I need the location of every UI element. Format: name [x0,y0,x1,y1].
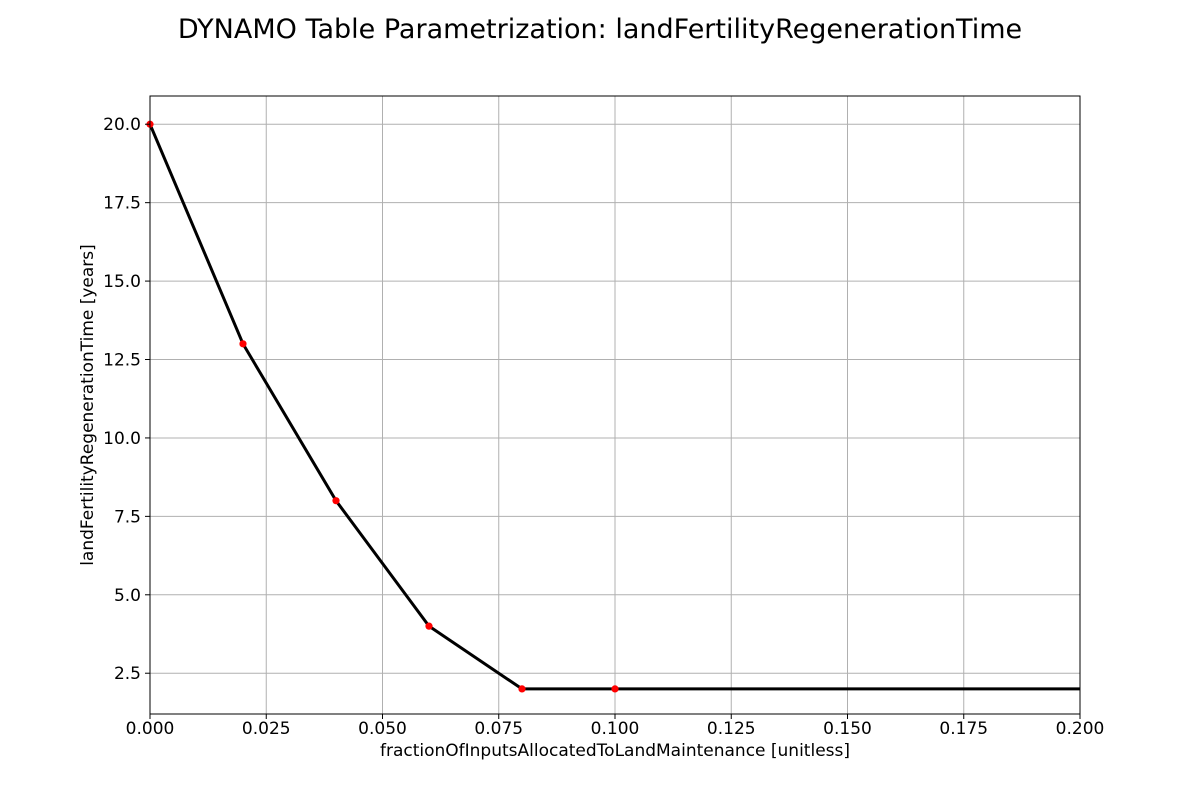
y-tick-label: 15.0 [103,272,141,292]
data-point [518,685,526,693]
x-tick-label: 0.125 [707,719,756,739]
data-point [611,685,619,693]
plot-area [146,120,1080,693]
grid [149,96,1081,714]
y-tick-label: 5.0 [114,586,141,606]
x-tick-label: 0.025 [242,719,291,739]
y-tick-label: 7.5 [114,507,141,527]
x-tick-label: 0.200 [1056,719,1105,739]
data-point [425,622,433,630]
x-axis-label: fractionOfInputsAllocatedToLandMaintenan… [380,741,850,761]
x-tick-label: 0.100 [591,719,640,739]
y-tick-label: 10.0 [103,429,141,449]
y-tick-label: 20.0 [103,115,141,135]
x-tick-label: 0.050 [358,719,407,739]
y-tick-label: 17.5 [103,194,141,214]
x-tick-label: 0.175 [939,719,988,739]
chart-title: DYNAMO Table Parametrization: landFertil… [178,14,1022,45]
y-tick-label: 12.5 [103,351,141,371]
data-point [332,497,340,505]
x-tick-label: 0.075 [474,719,523,739]
x-axis: 0.000 0.025 0.050 0.075 0.100 0.125 0.150 0.175… [126,714,1105,739]
y-axis: 2.5 5.0 7.5 10.0 12.5 15.0 17.5 20.0 [103,115,150,684]
x-tick-label: 0.000 [126,719,175,739]
y-axis-label: landFertilityRegenerationTime [years] [78,244,98,566]
y-tick-label: 2.5 [114,664,141,684]
x-tick-label: 0.150 [823,719,872,739]
data-point [239,340,247,348]
